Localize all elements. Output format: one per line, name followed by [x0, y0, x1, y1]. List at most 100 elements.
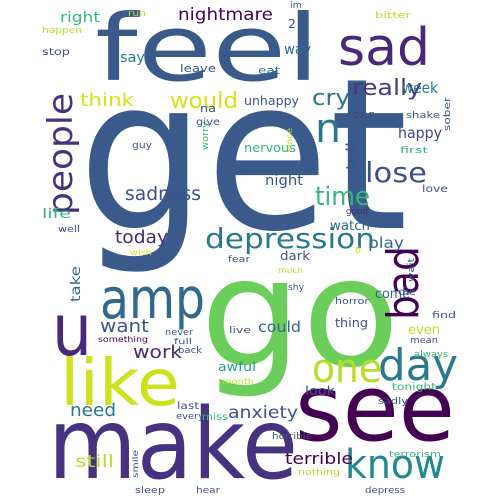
word-happen: happen [42, 26, 82, 36]
word-nervous: nervous [244, 141, 296, 155]
word-unhappy: unhappy [244, 94, 299, 108]
word-miss: miss [202, 412, 228, 423]
word-depress: depress [365, 486, 405, 496]
word-shake: shake [406, 111, 441, 121]
word-wait: wait [407, 257, 417, 282]
word-anxiety: anxiety [228, 403, 298, 423]
word-thing: thing [335, 316, 368, 330]
word-die: die [398, 287, 416, 298]
word-tell: tell [344, 142, 358, 170]
word-get: get [78, 33, 408, 278]
word-wish: wish [130, 248, 152, 257]
word-go: go [200, 227, 400, 401]
word-find: find [432, 311, 456, 321]
word-always: always [414, 350, 448, 360]
word-month: month [222, 377, 254, 386]
word-nothing: nothing [298, 468, 340, 478]
word-leave: leave [180, 62, 216, 75]
word-life: life [42, 207, 71, 222]
word-bitter: bitter [375, 11, 411, 21]
word-mean: mean [410, 336, 438, 346]
word-dark: dark [280, 249, 310, 263]
word-stop: stop [42, 47, 70, 58]
word-sadly: sadly [378, 397, 409, 407]
word-watch: watch [330, 219, 370, 234]
word-one: one [312, 346, 382, 392]
word-right: right [60, 10, 101, 26]
word-week: week [402, 79, 438, 97]
word-today: today [115, 227, 168, 248]
word-something: something [98, 335, 148, 344]
word-horrible: horrible [272, 432, 313, 442]
word-need: need [70, 400, 116, 421]
word-day: day [378, 340, 458, 391]
word-sober: sober [443, 97, 453, 131]
word-good: good [346, 207, 368, 217]
word-love: love [422, 184, 448, 195]
word-smile: smile [131, 450, 140, 478]
word-look: look [305, 384, 335, 398]
word-first: first [400, 146, 429, 156]
word-say: say [120, 50, 145, 66]
word-back: back [178, 346, 203, 356]
word-last: last [177, 401, 199, 412]
word-shy: shy [288, 283, 305, 293]
word-6: 6 [355, 246, 361, 256]
word-na: na [200, 102, 216, 115]
word-since: since [285, 128, 294, 152]
word-cry: cry [312, 86, 350, 111]
word-know: know [345, 442, 445, 488]
word-take: take [69, 266, 84, 302]
word-want: want [100, 316, 149, 337]
word-sadness: sadness [125, 183, 201, 205]
word-nightmare: nightmare [178, 5, 273, 25]
word-play: play [368, 234, 404, 252]
word-really: really [352, 76, 422, 101]
word-live: live [229, 326, 252, 336]
word-full: full [174, 337, 192, 346]
word-tonight: tonight [392, 382, 436, 393]
word-come: come [375, 287, 410, 302]
word-awful: awful [218, 360, 256, 374]
word-guy: guy [132, 141, 153, 151]
word-2: 2 [288, 17, 296, 31]
word-sad: sad [338, 18, 430, 78]
word-lose: lose [365, 156, 427, 189]
word-n: n [315, 106, 341, 152]
word-work: work [133, 342, 183, 363]
word-hear: hear [196, 486, 220, 496]
word-people: people [41, 93, 81, 215]
word-run: run [128, 9, 146, 19]
word-see: see [295, 355, 455, 462]
word-way: way [284, 42, 311, 58]
word-like: like [60, 347, 180, 421]
word-well: well [58, 225, 80, 235]
word-eat: eat [258, 64, 281, 77]
word-think: think [80, 90, 135, 111]
word-happy: happy [398, 124, 442, 142]
word-fear: fear [228, 255, 250, 265]
word-terrible: terrible [285, 449, 353, 468]
word-time: time [315, 182, 370, 212]
word-worry: worry [201, 121, 211, 150]
word-could: could [258, 318, 301, 336]
word-every: every [176, 412, 205, 422]
word-car: car [352, 108, 375, 121]
word-would: would [170, 89, 238, 114]
word-im: im [290, 1, 302, 11]
word-sleep: sleep [135, 486, 165, 496]
word-much: much [278, 266, 303, 275]
word-give: give [196, 117, 220, 128]
word-horror: horror [335, 297, 369, 307]
word-even: even [408, 323, 440, 338]
word-never: never [165, 328, 193, 338]
word-still: still [75, 452, 114, 472]
word-feel: feel [95, 0, 320, 102]
word-u: u [52, 288, 92, 372]
word-night: night [265, 173, 304, 189]
word-depression: depression [205, 222, 375, 255]
word-terrorism: terrorism [389, 450, 441, 460]
word-make: make [48, 388, 298, 500]
